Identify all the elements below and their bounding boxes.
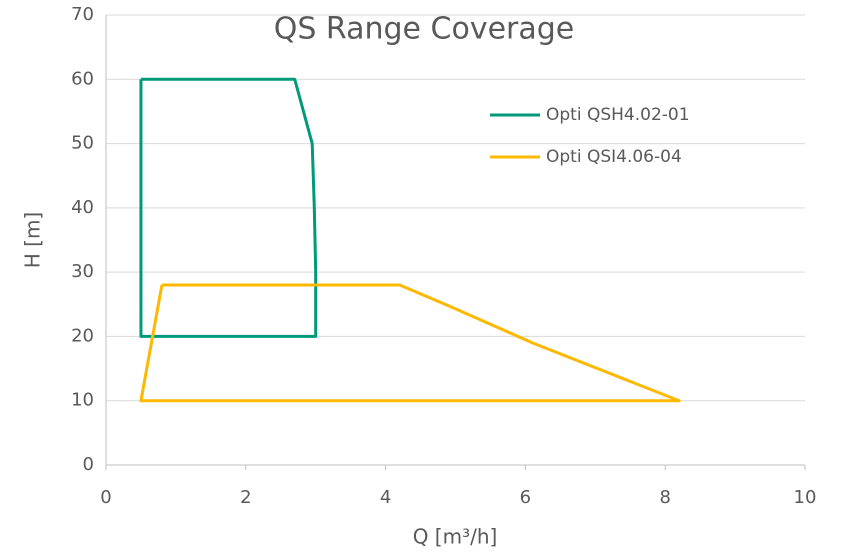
x-tick-label: 4: [380, 487, 391, 508]
x-tick-label: 8: [659, 487, 670, 508]
legend-label: Opti QSH4.02-01: [546, 105, 690, 125]
y-tick-label: 30: [71, 261, 94, 282]
chart-title: QS Range Coverage: [274, 12, 575, 47]
y-tick-label: 0: [83, 454, 94, 475]
x-tick-label: 6: [520, 487, 531, 508]
x-tick-label: 2: [240, 487, 251, 508]
y-tick-label: 60: [71, 68, 94, 89]
y-tick-label: 20: [71, 325, 94, 346]
series-line: [139, 77, 318, 338]
x-tick-label: 0: [100, 487, 111, 508]
y-tick-label: 50: [71, 133, 94, 154]
y-tick-label: 70: [71, 4, 94, 25]
x-axis-title: Q [m³/h]: [413, 525, 498, 549]
y-axis-title: H [m]: [21, 212, 45, 268]
y-tick-label: 10: [71, 390, 94, 411]
x-tick-label: 10: [794, 487, 817, 508]
y-tick-label: 40: [71, 197, 94, 218]
series-line: [139, 283, 681, 403]
legend-label: Opti QSI4.06-04: [546, 147, 682, 167]
